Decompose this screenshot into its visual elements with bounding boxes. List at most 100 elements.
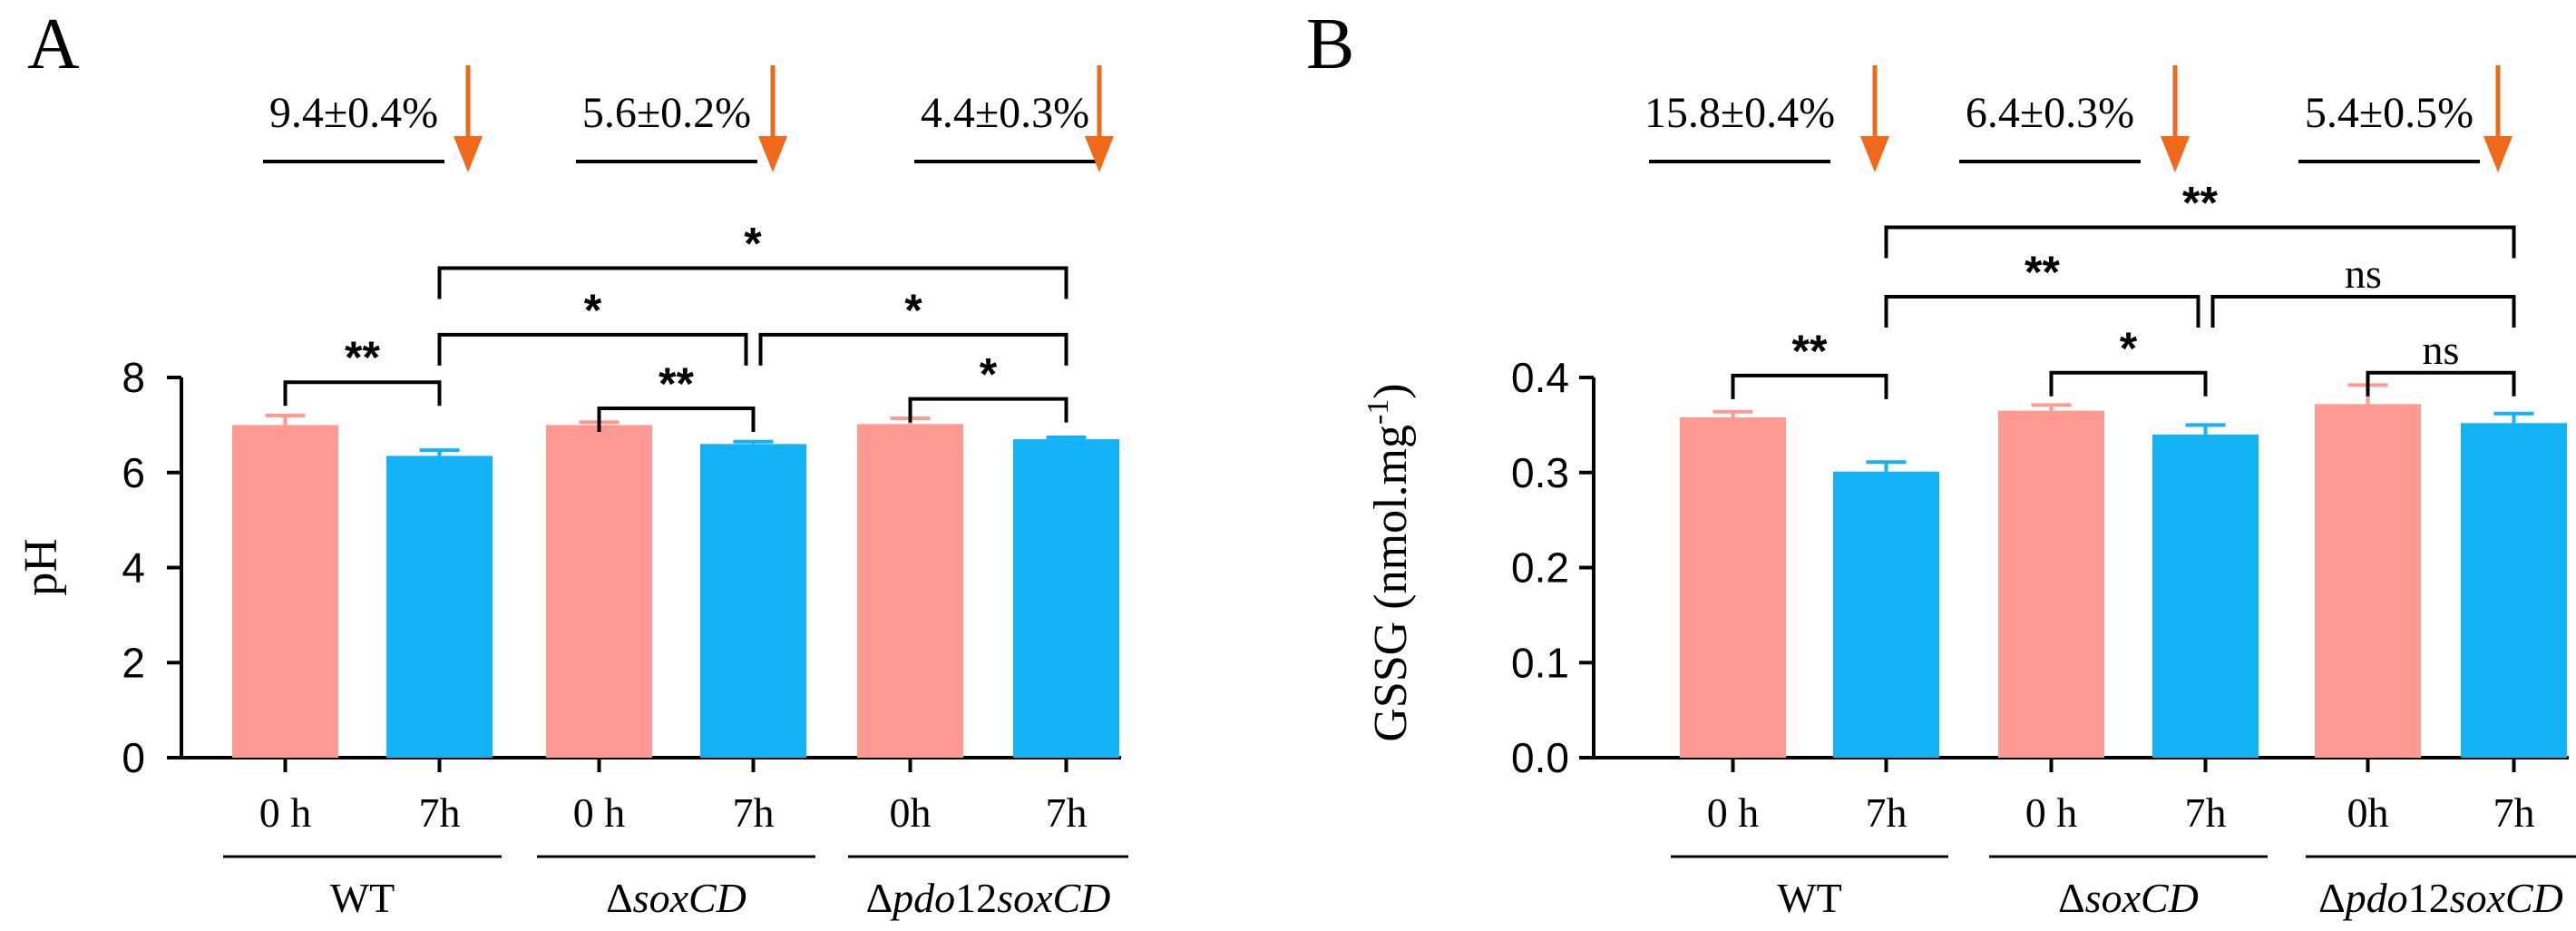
significance-label: **	[2025, 247, 2060, 298]
significance-bracket	[758, 332, 1068, 366]
group-label-delta: Δ	[2058, 875, 2085, 921]
significance-bracket	[597, 407, 756, 433]
bar	[857, 424, 963, 758]
bar	[1833, 471, 1939, 758]
group-label: Δpdo12soxCD	[866, 875, 1111, 921]
significance-bracket	[1731, 373, 1888, 399]
significance-bracket	[2049, 370, 2208, 397]
group-label-name: pdo	[890, 875, 955, 921]
bar	[1998, 410, 2104, 758]
x-tick-label: 7h	[1046, 789, 1088, 836]
group-label-name: WT	[1777, 875, 1842, 921]
bar	[232, 425, 338, 758]
reduction-label: 9.4±0.4%	[269, 89, 438, 137]
x-tick-label: 0h	[2347, 789, 2389, 836]
significance-bracket	[283, 380, 442, 407]
bar	[1013, 439, 1119, 758]
y-axis-label-superscript: -1	[1361, 399, 1395, 425]
group-label: Δpdo12soxCD	[2318, 875, 2563, 921]
significance-label: **	[1792, 326, 1828, 377]
down-arrow-head	[2483, 136, 2513, 172]
reduction-label: 6.4±0.3%	[1966, 89, 2134, 137]
y-tick-label: 8	[122, 354, 145, 401]
group-label-name: WT	[330, 875, 395, 921]
group-label-number: 12	[955, 875, 997, 921]
down-arrow-head	[758, 136, 787, 172]
y-tick-label: 0.0	[1511, 734, 1569, 781]
significance-label: *	[980, 349, 998, 400]
group-label-delta: Δ	[2318, 875, 2346, 921]
bar	[1680, 416, 1786, 758]
down-arrow-head	[1860, 136, 1889, 172]
significance-bracket	[1884, 225, 2516, 259]
y-tick-label: 4	[122, 544, 145, 592]
x-tick-label: 7h	[2493, 789, 2535, 836]
bar	[2461, 423, 2567, 758]
significance-label: **	[345, 332, 380, 383]
bar	[546, 425, 652, 758]
group-label: ΔsoxCD	[606, 875, 746, 921]
x-tick-label: 0 h	[573, 789, 626, 836]
bar	[700, 444, 806, 758]
significance-bracket	[908, 397, 1068, 423]
x-tick-label: 7h	[733, 789, 775, 836]
reduction-label: 5.4±0.5%	[2305, 89, 2474, 137]
y-tick-label: 6	[122, 449, 145, 496]
y-tick-label: 0	[122, 734, 145, 781]
x-tick-label: 7h	[419, 789, 461, 836]
down-arrow-head	[1085, 136, 1114, 172]
reduction-label: 15.8±0.4%	[1644, 89, 1835, 137]
significance-label: **	[2182, 177, 2218, 228]
significance-label: **	[659, 358, 694, 409]
bar	[386, 456, 493, 758]
panel-label-a: A	[27, 5, 80, 84]
y-tick-label: 0.2	[1511, 544, 1569, 592]
significance-label: *	[904, 285, 922, 336]
group-label-number: 12	[2408, 875, 2450, 921]
significance-label: ns	[2345, 250, 2382, 297]
group-label-name: pdo	[2343, 875, 2408, 921]
group-label-delta: Δ	[606, 875, 633, 921]
panel-b: B 0.0 0.1 0.2 0.3 0.4 GSSG (nmol.mg-1) 0 h 7h 0 …	[1306, 5, 2576, 921]
group-label-name: soxCD	[633, 875, 746, 921]
x-tick-label: 7h	[2185, 789, 2227, 836]
significance-bracket	[2366, 370, 2516, 397]
y-tick-label: 0.4	[1511, 354, 1569, 401]
significance-bracket	[437, 332, 748, 366]
significance-label: *	[744, 219, 762, 270]
group-label-suffix: soxCD	[2450, 875, 2563, 921]
y-axis-label-text: GSSG (nmol.mg	[1365, 425, 1417, 742]
y-tick-label: 0.1	[1511, 639, 1569, 686]
significance-label: *	[584, 285, 602, 336]
x-tick-label: 0 h	[2025, 789, 2078, 836]
x-tick-label: 0h	[890, 789, 932, 836]
group-label: WT	[330, 875, 395, 921]
y-tick-label: 2	[122, 639, 145, 686]
significance-label: *	[2120, 323, 2138, 374]
y-axis-label: GSSG (nmol.mg-1)	[1361, 383, 1417, 741]
reduction-label: 5.6±0.2%	[582, 89, 751, 137]
bar	[2315, 404, 2421, 758]
x-tick-label: 0 h	[1707, 789, 1760, 836]
y-axis-label: pH	[15, 538, 67, 596]
x-tick-label: 0 h	[259, 789, 312, 836]
y-tick-label: 0.3	[1511, 449, 1569, 496]
y-axis-label-text: pH	[15, 538, 67, 596]
significance-bracket	[2210, 294, 2516, 328]
significance-bracket	[437, 266, 1068, 299]
significance-bracket	[1884, 294, 2200, 328]
bar	[2152, 434, 2259, 758]
significance-label: ns	[2423, 327, 2460, 373]
x-tick-label: 7h	[1866, 789, 1908, 836]
down-arrow-head	[2161, 136, 2190, 172]
down-arrow-head	[454, 136, 483, 172]
group-label: ΔsoxCD	[2058, 875, 2199, 921]
reduction-label: 4.4±0.3%	[921, 89, 1089, 137]
group-label: WT	[1777, 875, 1842, 921]
group-label-suffix: soxCD	[997, 875, 1110, 921]
group-label-delta: Δ	[866, 875, 893, 921]
panel-label-b: B	[1306, 5, 1354, 84]
group-label-name: soxCD	[2085, 875, 2199, 921]
